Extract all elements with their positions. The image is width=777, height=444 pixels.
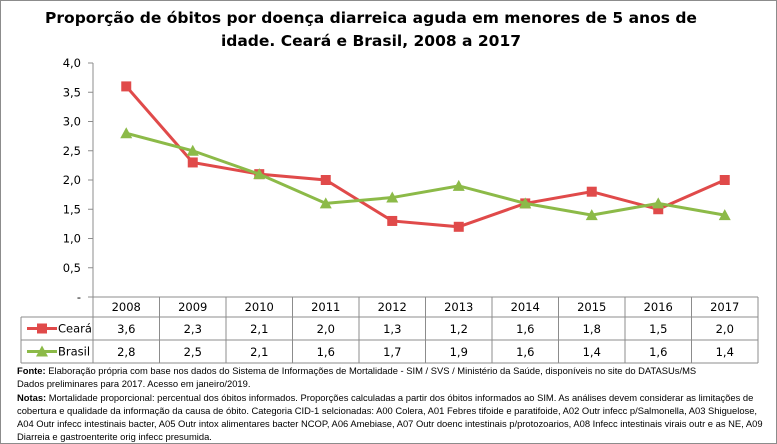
y-tick-label: 4,0 [63, 56, 81, 70]
y-tick-label: 0,5 [63, 261, 81, 275]
x-category-label: 2010 [245, 300, 274, 314]
table-value: 1,9 [450, 345, 468, 359]
table-value: 1,7 [383, 345, 401, 359]
marker-0 [187, 157, 198, 168]
y-tick-label: 1,5 [63, 202, 81, 216]
y-tick-label: 2,0 [63, 173, 81, 187]
y-tick-label: 1,0 [63, 232, 81, 246]
marker-0 [387, 215, 398, 226]
table-value: 1,6 [317, 345, 335, 359]
table-value: 1,6 [516, 322, 534, 336]
legend-label: Brasil [58, 345, 90, 359]
marker-1 [186, 144, 199, 156]
table-value: 1,6 [516, 345, 534, 359]
table-value: 2,1 [250, 345, 268, 359]
table-value: 2,5 [184, 345, 202, 359]
marker-0 [586, 186, 597, 197]
marker-0 [653, 204, 664, 215]
fonte-label: Fonte: [17, 365, 46, 376]
table-value: 3,6 [117, 322, 135, 336]
x-category-label: 2017 [710, 300, 739, 314]
chart-title: Proporção de óbitos por doença diarreica… [45, 9, 697, 50]
marker-0 [719, 175, 730, 185]
marker-1 [519, 197, 532, 209]
table-value: 1,4 [716, 345, 734, 359]
chart-notes: Fonte: Elaboração própria com base nos d… [17, 364, 767, 443]
x-category-label: 2011 [311, 300, 340, 314]
x-category-label: 2009 [178, 300, 207, 314]
marker-1 [253, 168, 266, 180]
marker-0 [121, 81, 132, 92]
table-value: 1,2 [450, 322, 468, 336]
fonte-text: Elaboração própria com base nos dados do… [45, 365, 697, 376]
notas-label: Notas: [17, 391, 47, 403]
legend-marker-0 [37, 323, 47, 334]
marker-1 [585, 209, 598, 221]
notas-text: Mortalidade proporcional: percentual dos… [17, 391, 763, 443]
marker-1 [452, 179, 465, 191]
fonte-text-2: Dados preliminares para 2017. Acesso em … [17, 378, 251, 390]
marker-1 [319, 197, 332, 209]
legend-marker-1 [36, 345, 48, 357]
table-value: 1,4 [583, 345, 601, 359]
table-value: 1,3 [383, 322, 401, 336]
marker-1 [652, 197, 665, 209]
x-category-label: 2013 [444, 300, 473, 314]
y-tick-label: 2,5 [63, 144, 81, 158]
table-value: 2,3 [184, 322, 202, 336]
table-value: 1,5 [649, 322, 667, 336]
marker-1 [386, 191, 399, 203]
marker-1 [120, 127, 133, 139]
x-category-label: 2016 [644, 300, 673, 314]
series-line-1 [125, 131, 726, 217]
x-category-label: 2015 [577, 300, 606, 314]
x-category-label: 2012 [378, 300, 407, 314]
chart-plot: - 0,5 1,0 1,5 2,0 2,5 3,0 3,5 4,0 2008 2009 2010 201… [20, 56, 759, 364]
table-value: 2,8 [117, 345, 135, 359]
table-value: 1,6 [649, 345, 667, 359]
marker-0 [453, 221, 464, 232]
table-value: 2,1 [250, 322, 268, 336]
table-value: 1,8 [583, 322, 601, 336]
marker-0 [320, 175, 331, 185]
y-tick-label: 3,5 [63, 85, 81, 99]
y-tick-label: 3,0 [63, 115, 81, 129]
marker-1 [718, 209, 731, 221]
series-line-0 [125, 85, 726, 229]
x-category-label: 2014 [511, 300, 540, 314]
table-value: 2,0 [716, 322, 734, 336]
table-value: 2,0 [317, 322, 335, 336]
y-tick-label: - [77, 290, 81, 304]
legend-label: Ceará [58, 322, 92, 336]
x-category-label: 2008 [112, 300, 141, 314]
